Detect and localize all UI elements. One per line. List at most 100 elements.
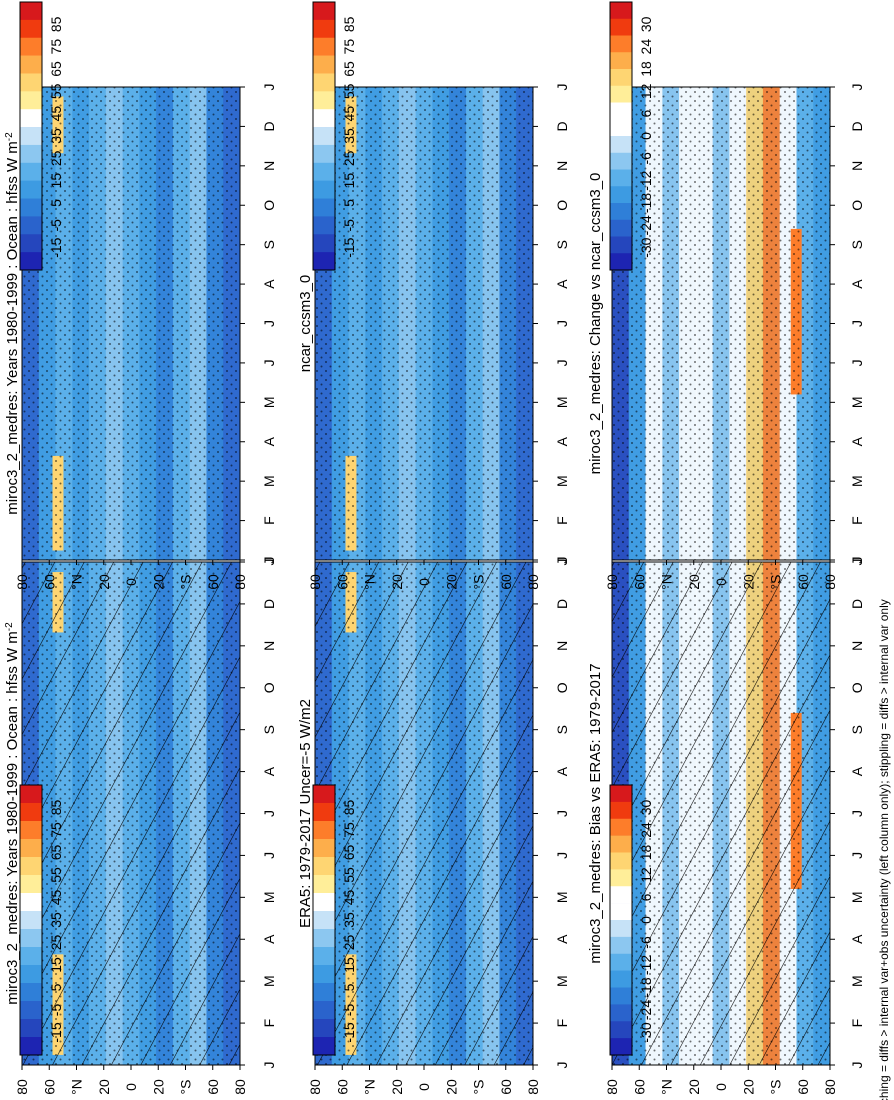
lat-tick-label: °N xyxy=(69,574,85,590)
colorbar-swatch xyxy=(20,19,42,39)
colorbar-swatch xyxy=(20,109,42,128)
lat-tick-label: 0 xyxy=(416,1083,432,1091)
colorbar-label: 55 xyxy=(341,83,357,99)
panel-right-middle: J F M A M J J A S O N D J 80 60 °N 20 0 20 °S 60 80 ncar_ccsm3… xyxy=(297,1,570,590)
lat-tick-label: 20 xyxy=(150,574,166,590)
lat-tick-label: 60 xyxy=(334,574,350,590)
colorbar-swatch xyxy=(313,983,335,1002)
lat-tick-label: 60 xyxy=(631,1079,647,1095)
colorbar-swatch xyxy=(610,219,632,237)
colorbar-label: 35 xyxy=(341,128,357,144)
colorbar-swatch xyxy=(610,903,632,921)
colorbar-label: 55 xyxy=(48,867,64,883)
colorbar-label: 85 xyxy=(48,16,64,32)
lat-tick-label: 60 xyxy=(631,574,647,590)
panel-title: miroc3_2_medres: Bias vs ERA5: 1979-2017 xyxy=(587,663,604,963)
colorbar-swatch xyxy=(20,91,42,110)
colorbar-swatch xyxy=(313,1019,335,1038)
panel-title: ERA5: 1979-2017 Uncer=-5 W/m2 xyxy=(297,699,314,928)
colorbar-label: 5 xyxy=(48,983,64,991)
colorbar-swatch xyxy=(610,835,632,853)
colorbar-label: 5 xyxy=(341,199,357,207)
colorbar-swatch xyxy=(20,965,42,984)
month-tick-label: A xyxy=(554,934,570,944)
month-tick-label: J xyxy=(554,852,570,859)
colorbar: 30 24 18 12 6 0 -6 -12 -18 -24 -30 xyxy=(609,1,654,271)
colorbar-label: 18 xyxy=(638,61,654,77)
month-tick-label: J xyxy=(261,559,277,566)
colorbar-label: 45 xyxy=(48,106,64,122)
colorbar-swatch xyxy=(20,803,42,822)
panel-right-top: J F M A M J J A S O N D J 80 60 °N 20 0 20 °S 60 80 miroc3_2_m… xyxy=(4,1,277,590)
colorbar-label: 65 xyxy=(341,845,357,861)
colorbar-swatch xyxy=(20,144,42,164)
colorbar-label: 25 xyxy=(48,150,64,166)
colorbar-swatch xyxy=(20,875,42,894)
colorbar-label: 85 xyxy=(341,800,357,816)
month-tick-label: O xyxy=(849,200,865,211)
colorbar-swatch xyxy=(610,169,632,187)
colorbar-swatch xyxy=(610,18,632,36)
colorbar-swatch xyxy=(610,85,632,103)
colorbar-label: 55 xyxy=(341,867,357,883)
colorbar-frame xyxy=(19,1,43,271)
colorbar-label: 75 xyxy=(48,822,64,838)
month-tick-label: O xyxy=(554,682,570,693)
lat-tick-label: 80 xyxy=(232,574,248,590)
colorbar-frame xyxy=(312,784,336,1056)
colorbar-swatch xyxy=(20,37,42,56)
colorbar-label: 15 xyxy=(48,173,64,189)
colorbar-swatch xyxy=(610,869,632,887)
month-tick-label: D xyxy=(849,599,865,609)
colorbar-label: 25 xyxy=(341,935,357,951)
colorbar-swatch xyxy=(313,857,335,876)
colorbar-label: -18 xyxy=(638,977,654,997)
figure-caption: hatching = diffs > internal var+obs unce… xyxy=(877,599,891,1100)
lat-tick-label: 20 xyxy=(96,574,112,590)
month-tick-label: J xyxy=(849,810,865,817)
colorbar-swatch xyxy=(313,785,335,804)
colorbar-label: -15 xyxy=(48,1022,64,1042)
month-tick-label: O xyxy=(261,682,277,693)
month-tick-label: D xyxy=(261,121,277,131)
colorbar: 85 75 65 55 45 35 25 15 5 -5 -15 xyxy=(312,784,357,1056)
colorbar: 85 75 65 55 45 35 25 15 5 -5 -15 xyxy=(312,1,357,271)
month-tick-label: J xyxy=(554,320,570,327)
colorbar-label: 45 xyxy=(341,890,357,906)
month-tick-label: D xyxy=(261,599,277,609)
colorbar-label: 15 xyxy=(341,173,357,189)
month-tick-label: J xyxy=(261,557,277,564)
colorbar-swatch xyxy=(313,911,335,930)
colorbar-label: -6 xyxy=(638,936,654,949)
colorbar-swatch xyxy=(20,983,42,1002)
lat-tick-label: 80 xyxy=(14,1079,30,1095)
colorbar-label: -30 xyxy=(638,1022,654,1042)
lat-tick-label: 80 xyxy=(525,1079,541,1095)
month-tick-label: M xyxy=(554,975,570,987)
colorbar-label: 65 xyxy=(48,845,64,861)
month-tick-label: J xyxy=(849,359,865,366)
colorbar-swatch xyxy=(610,801,632,820)
colorbar-label: 0 xyxy=(638,132,654,140)
month-tick-label: A xyxy=(261,436,277,446)
colorbar-swatch xyxy=(610,852,632,870)
lat-tick-label: 20 xyxy=(740,574,756,590)
month-tick-label: J xyxy=(554,559,570,566)
lat-tick-label: °S xyxy=(768,1080,784,1095)
month-tick-label: N xyxy=(849,641,865,651)
month-tick-label: J xyxy=(849,320,865,327)
colorbar-swatch xyxy=(20,821,42,840)
colorbar-swatch xyxy=(610,253,632,271)
month-tick-label: A xyxy=(554,279,570,289)
month-tick-label: M xyxy=(554,396,570,408)
month-tick-label: O xyxy=(261,200,277,211)
month-tick-label: J xyxy=(554,359,570,366)
month-tick-label: J xyxy=(849,852,865,859)
colorbar-label: 6 xyxy=(638,110,654,118)
colorbar-swatch xyxy=(313,252,335,271)
colorbar-label: -15 xyxy=(341,237,357,257)
hatching xyxy=(612,562,830,1065)
month-tick-label: M xyxy=(261,891,277,903)
